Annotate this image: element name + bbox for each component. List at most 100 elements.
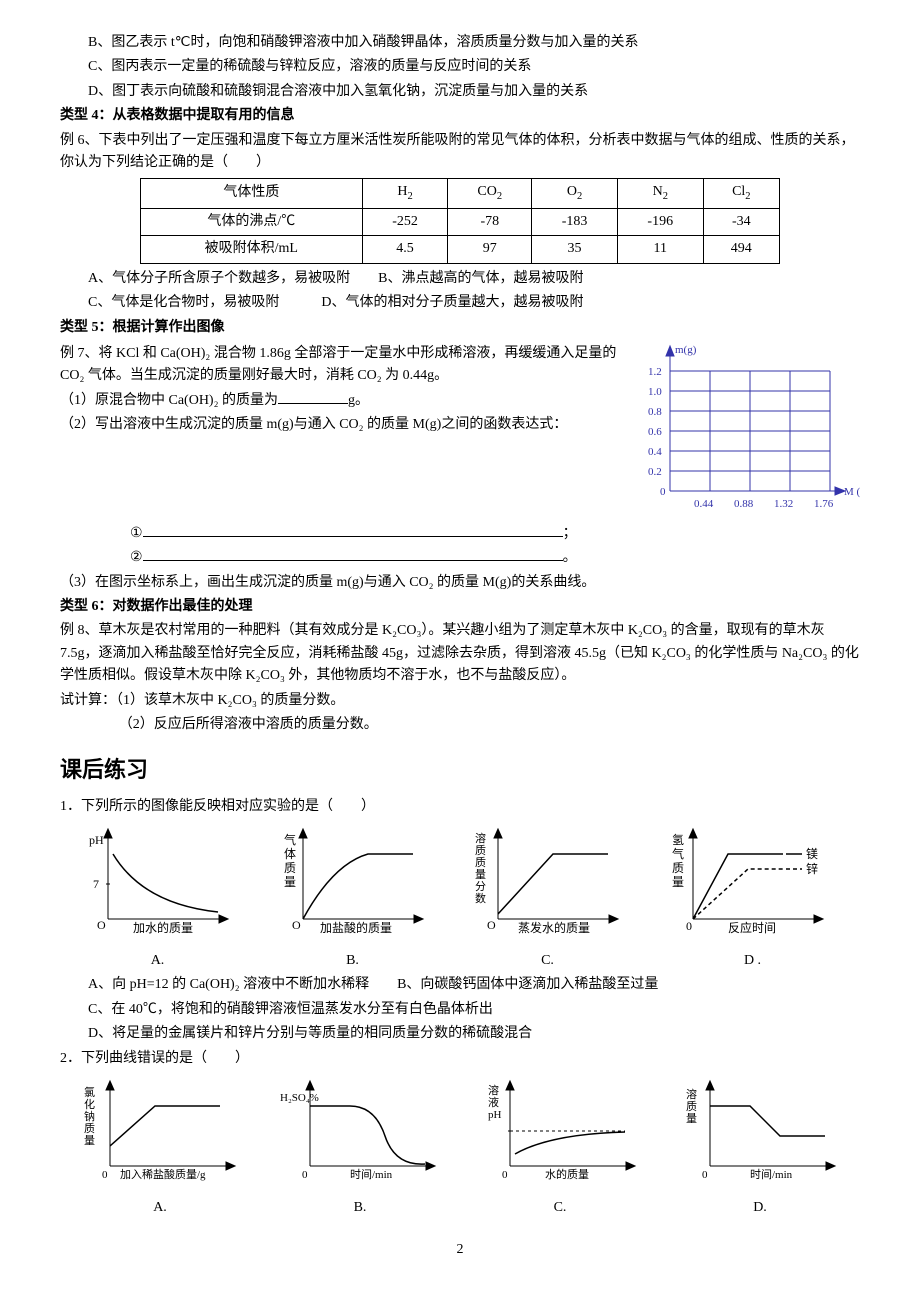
page-number: 2 — [60, 1239, 860, 1261]
svg-text:0: 0 — [302, 1169, 308, 1181]
chart-C: 溶质质量分数 O 蒸发水的质量 — [473, 824, 623, 944]
svg-text:量: 量 — [686, 1112, 697, 1125]
cat4-title: 类型 4：从表格数据中提取有用的信息 — [60, 105, 860, 127]
th3: O2 — [532, 179, 618, 209]
svg-text:0: 0 — [502, 1169, 508, 1181]
opt-D: D、图丁表示向硫酸和硫酸铜混合溶液中加入氢氧化钠，沉淀质量与加入量的关系 — [60, 81, 860, 103]
svg-text:0.44: 0.44 — [694, 498, 714, 510]
svg-text:加入稀盐酸质量/g: 加入稀盐酸质量/g — [120, 1167, 206, 1181]
svg-text:量: 量 — [284, 875, 296, 889]
q2-chart-row: 氯化钠质量 0 加入稀盐酸质量/g H₂SO₄% 0 时间/min 溶液pH 0… — [60, 1076, 860, 1191]
table-header-row: 气体性质 H2 CO2 O2 N2 Cl2 — [141, 179, 780, 209]
th1: H2 — [362, 179, 448, 209]
q1-labels: A. B. C. D . — [60, 950, 860, 972]
svg-text:时间/min: 时间/min — [750, 1168, 793, 1181]
ex7-q2b: ②。 — [60, 547, 860, 569]
svg-text:液: 液 — [488, 1095, 499, 1109]
ex6-options-row1: A、气体分子所含原子个数越多，易被吸附 B、沸点越高的气体，越易被吸附 — [60, 268, 860, 290]
cat5-title: 类型 5：根据计算作出图像 — [60, 317, 860, 339]
svg-text:O: O — [487, 918, 496, 932]
svg-text:时间/min: 时间/min — [350, 1168, 393, 1181]
blank-input[interactable] — [143, 536, 563, 537]
q1-chart-row: pH 7 O 加水的质量 气体质量 O 加盐酸的质量 溶质质量分数 O 蒸发水的… — [60, 824, 860, 944]
svg-text:0: 0 — [686, 919, 692, 933]
svg-text:质: 质 — [284, 861, 296, 875]
y-axis-label: m(g) — [675, 344, 697, 356]
chart-B: 气体质量 O 加盐酸的质量 — [278, 824, 428, 944]
svg-text:0: 0 — [102, 1169, 108, 1181]
q1-text: 1．下列所示的图像能反映相对应实验的是（ ） — [60, 796, 860, 818]
svg-text:0: 0 — [702, 1169, 708, 1181]
svg-text:H₂SO₄%: H₂SO₄% — [280, 1092, 319, 1104]
chart-A: pH 7 O 加水的质量 — [83, 824, 233, 944]
after-title: 课后练习 — [60, 752, 860, 787]
ex8-calc2: （2）反应后所得溶液中溶质的质量分数。 — [60, 714, 860, 736]
svg-text:0.2: 0.2 — [648, 466, 662, 478]
svg-text:0.6: 0.6 — [648, 426, 662, 438]
ex7-q2: （2）写出溶液中生成沉淀的质量 m(g)与通入 CO₂ 的质量 M(g)之间的函… — [60, 414, 620, 436]
table-row: 气体的沸点/℃ -252 -78 -183 -196 -34 — [141, 208, 780, 235]
svg-text:化: 化 — [84, 1097, 95, 1111]
svg-text:量: 量 — [84, 1134, 95, 1147]
svg-text:镁: 镁 — [806, 847, 818, 861]
th2: CO2 — [448, 179, 532, 209]
q2-text: 2．下列曲线错误的是（ ） — [60, 1048, 860, 1070]
svg-text:加盐酸的质量: 加盐酸的质量 — [320, 920, 392, 935]
chart-q2B: H₂SO₄% 0 时间/min — [280, 1076, 440, 1191]
svg-text:溶: 溶 — [686, 1087, 697, 1101]
svg-text:0: 0 — [660, 486, 666, 498]
svg-text:O: O — [292, 918, 301, 932]
ex6-intro: 例 6、下表中列出了一定压强和温度下每立方厘米活性炭所能吸附的常见气体的体积，分… — [60, 130, 860, 175]
blank-input[interactable] — [278, 403, 348, 404]
ex7-q1: （1）原混合物中 Ca(OH)₂ 的质量为g。 — [60, 390, 620, 412]
q1-optA-B: A、向 pH=12 的 Ca(OH)₂ 溶液中不断加水稀释 B、向碳酸钙固体中逐… — [60, 974, 860, 996]
svg-text:蒸发水的质量: 蒸发水的质量 — [518, 920, 590, 935]
svg-text:0.4: 0.4 — [648, 446, 662, 458]
svg-text:1.0: 1.0 — [648, 386, 662, 398]
svg-text:质: 质 — [475, 844, 486, 857]
th4: N2 — [617, 179, 703, 209]
ex8-calc1: 试计算：（1）该草木灰中 K₂CO₃ 的质量分数。 — [60, 690, 860, 712]
svg-text:水的质量: 水的质量 — [545, 1167, 589, 1181]
chart-q2A: 氯化钠质量 0 加入稀盐酸质量/g — [80, 1076, 240, 1191]
opt-C: C、图丙表示一定量的稀硫酸与锌粒反应，溶液的质量与反应时间的关系 — [60, 56, 860, 78]
svg-text:1.2: 1.2 — [648, 366, 662, 378]
blank-input[interactable] — [143, 560, 563, 561]
chart-q2C: 溶液pH 0 水的质量 — [480, 1076, 640, 1191]
svg-text:0.8: 0.8 — [648, 406, 662, 418]
svg-text:溶: 溶 — [488, 1083, 499, 1097]
svg-text:质: 质 — [672, 861, 684, 875]
svg-text:pH: pH — [488, 1109, 502, 1121]
svg-text:体: 体 — [284, 847, 296, 861]
svg-text:氯: 氯 — [84, 1085, 95, 1099]
chart-D: 氢气质量 镁 锌 0 反应时间 — [668, 824, 838, 944]
svg-text:反应时间: 反应时间 — [728, 920, 776, 935]
q2-labels: A. B. C. D. — [60, 1197, 860, 1219]
svg-text:数: 数 — [475, 892, 486, 905]
q1-optC: C、在 40℃，将饱和的硝酸钾溶液恒温蒸发水分至有白色晶体析出 — [60, 999, 860, 1021]
svg-text:7: 7 — [93, 877, 99, 891]
svg-text:0.88: 0.88 — [734, 498, 754, 510]
ex7-q3: （3）在图示坐标系上，画出生成沉淀的质量 m(g)与通入 CO₂ 的质量 M(g… — [60, 572, 860, 594]
svg-text:量: 量 — [475, 868, 486, 881]
svg-text:加水的质量: 加水的质量 — [133, 920, 193, 935]
svg-text:质: 质 — [686, 1100, 697, 1113]
grid-chart: m(g) M (g) 1.2 1.0 0.8 0.6 0.4 0.2 0 0.4… — [630, 341, 860, 521]
svg-text:质: 质 — [84, 1122, 95, 1135]
cat6-title: 类型 6：对数据作出最佳的处理 — [60, 596, 860, 618]
svg-text:O: O — [97, 918, 106, 932]
opt-B: B、图乙表示 t℃时，向饱和硝酸钾溶液中加入硝酸钾晶体，溶质质量分数与加入量的关… — [60, 32, 860, 54]
svg-text:锌: 锌 — [806, 862, 818, 876]
table-row: 被吸附体积/mL 4.5 97 35 11 494 — [141, 236, 780, 263]
q1-optD: D、将足量的金属镁片和锌片分别与等质量的相同质量分数的稀硫酸混合 — [60, 1023, 860, 1045]
svg-text:量: 量 — [672, 875, 684, 889]
ex7-q2a: ①； — [60, 523, 860, 545]
svg-text:溶: 溶 — [475, 831, 486, 845]
chart-q2D: 溶质量 0 时间/min — [680, 1076, 840, 1191]
svg-text:气: 气 — [284, 832, 296, 847]
svg-text:分: 分 — [475, 880, 486, 893]
svg-text:钠: 钠 — [84, 1109, 95, 1123]
svg-text:质: 质 — [475, 856, 486, 869]
svg-text:气: 气 — [672, 846, 684, 861]
svg-text:pH: pH — [89, 833, 104, 847]
